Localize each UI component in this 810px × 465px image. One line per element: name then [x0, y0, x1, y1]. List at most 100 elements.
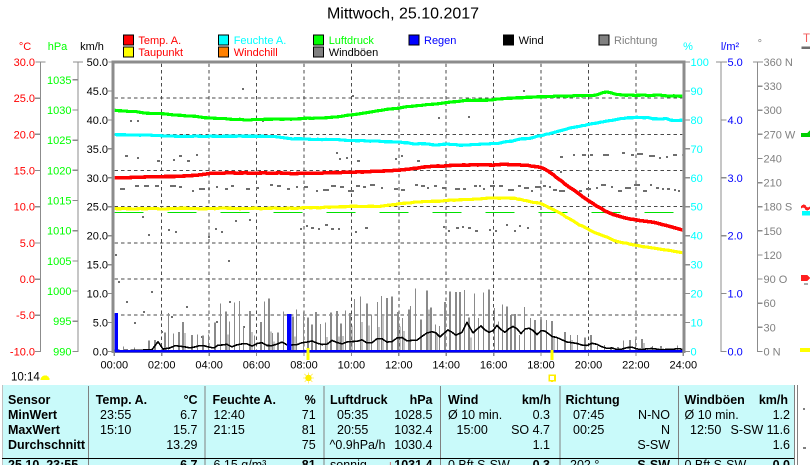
svg-text:04:00: 04:00 [195, 360, 223, 372]
svg-text:Luftdruck: Luftdruck [329, 35, 375, 47]
svg-text:150: 150 [764, 226, 782, 238]
svg-text:5.0: 5.0 [728, 57, 743, 69]
svg-text:-10.0: -10.0 [10, 346, 35, 358]
svg-text:sonnig: sonnig [330, 458, 367, 465]
svg-text:0: 0 [691, 346, 697, 358]
svg-text:35.0: 35.0 [87, 144, 108, 156]
svg-text:1.0: 1.0 [728, 289, 743, 301]
svg-text:16:00: 16:00 [480, 360, 508, 372]
svg-text:1030.4: 1030.4 [394, 438, 432, 452]
svg-text:50.0: 50.0 [87, 57, 108, 69]
svg-text:Mittwoch, 25.10.2017: Mittwoch, 25.10.2017 [327, 6, 479, 23]
svg-text:-5.0: -5.0 [16, 310, 35, 322]
svg-text:15.7: 15.7 [173, 423, 197, 437]
svg-text:15:10: 15:10 [100, 423, 131, 437]
svg-text:1035: 1035 [47, 75, 71, 87]
svg-text:0.0: 0.0 [728, 346, 743, 358]
svg-text:l/m²: l/m² [721, 41, 740, 53]
svg-text:Taupunkt: Taupunkt [138, 47, 183, 59]
svg-text:60: 60 [764, 298, 776, 310]
svg-text:hPa: hPa [410, 393, 434, 407]
svg-text:60: 60 [691, 173, 703, 185]
svg-text:1020: 1020 [47, 165, 71, 177]
svg-text:0 Bft S-SW: 0 Bft S-SW [448, 458, 510, 465]
svg-text:Wind: Wind [519, 35, 544, 47]
svg-text:1005: 1005 [47, 256, 71, 268]
svg-text:20.0: 20.0 [87, 231, 108, 243]
svg-text:10:00: 10:00 [338, 360, 366, 372]
svg-text:14:00: 14:00 [432, 360, 460, 372]
svg-text:1025: 1025 [47, 135, 71, 147]
svg-text:12:00: 12:00 [385, 360, 413, 372]
svg-text:Temp. A.: Temp. A. [96, 393, 147, 407]
svg-text:90 O: 90 O [764, 274, 788, 286]
svg-text:15.0: 15.0 [14, 166, 35, 178]
svg-text:25.0: 25.0 [14, 93, 35, 105]
svg-text:S-SW: S-SW [637, 458, 670, 465]
svg-text:S-SW: S-SW [637, 438, 670, 452]
svg-text:240: 240 [764, 154, 782, 166]
svg-text:1.6: 1.6 [773, 438, 790, 452]
svg-text:km/h: km/h [80, 41, 104, 53]
svg-text:18:00: 18:00 [527, 360, 555, 372]
svg-text:210: 210 [764, 178, 782, 190]
svg-text:0 N: 0 N [764, 346, 781, 358]
svg-text:10:14: 10:14 [11, 372, 40, 384]
svg-text:30.0: 30.0 [14, 57, 35, 69]
svg-text:45.0: 45.0 [87, 86, 108, 98]
svg-text:20:00: 20:00 [575, 360, 603, 372]
svg-text:10: 10 [691, 318, 703, 330]
svg-text:10.0: 10.0 [87, 289, 108, 301]
svg-text:Luftdruck: Luftdruck [330, 393, 388, 407]
svg-text:02:00: 02:00 [148, 360, 176, 372]
svg-text:N: N [661, 423, 670, 437]
svg-text:30: 30 [764, 322, 776, 334]
svg-text:°C: °C [183, 393, 197, 407]
svg-text:30: 30 [691, 260, 703, 272]
svg-text:Richtung: Richtung [614, 35, 657, 47]
svg-text:°C: °C [19, 41, 31, 53]
svg-text:MaxWert: MaxWert [8, 423, 61, 437]
svg-text:21:15: 21:15 [214, 423, 245, 437]
svg-text:25.10. 23:55: 25.10. 23:55 [8, 458, 78, 465]
svg-text:990: 990 [53, 346, 71, 358]
svg-text:Windböen: Windböen [685, 393, 745, 407]
svg-text:Windböen: Windböen [329, 47, 379, 59]
svg-text:Temp. A.: Temp. A. [138, 35, 181, 47]
svg-text:1032.4: 1032.4 [394, 423, 432, 437]
svg-text:81: 81 [302, 423, 316, 437]
svg-text:75: 75 [302, 438, 316, 452]
svg-text:6.15 g/m³: 6.15 g/m³ [214, 458, 267, 465]
svg-text:07:45: 07:45 [573, 408, 604, 422]
svg-text:Ø 10 min.: Ø 10 min. [685, 408, 739, 422]
svg-text:12:40: 12:40 [214, 408, 245, 422]
svg-text:15.0: 15.0 [87, 260, 108, 272]
svg-text:10.0: 10.0 [14, 202, 35, 214]
svg-text:202 °: 202 ° [570, 458, 599, 465]
svg-text:1030: 1030 [47, 105, 71, 117]
svg-text:0.0: 0.0 [93, 346, 108, 358]
svg-text:0.0: 0.0 [20, 274, 35, 286]
svg-text:24:00: 24:00 [670, 360, 698, 372]
svg-text:Feuchte A.: Feuchte A. [213, 393, 276, 407]
svg-text:22:00: 22:00 [622, 360, 650, 372]
svg-text:180 S: 180 S [764, 202, 793, 214]
svg-text:6.7: 6.7 [180, 458, 197, 465]
svg-text:N-NO: N-NO [638, 408, 670, 422]
svg-text:13.29: 13.29 [166, 438, 197, 452]
svg-text:T: T [803, 33, 810, 45]
svg-text:270 W: 270 W [764, 129, 796, 141]
svg-text:S-SW 11.6: S-SW 11.6 [730, 423, 790, 437]
svg-text:↓: ↓ [387, 458, 393, 465]
svg-text:Regen: Regen [424, 35, 456, 47]
svg-text:0 Bft S-SW: 0 Bft S-SW [685, 458, 747, 465]
svg-text:hPa: hPa [48, 41, 68, 53]
svg-text:6.7: 6.7 [180, 408, 197, 422]
svg-text:km/h: km/h [759, 393, 788, 407]
svg-text:40: 40 [691, 231, 703, 243]
svg-text:Ø 10 min.: Ø 10 min. [448, 408, 502, 422]
svg-text:5.0: 5.0 [93, 318, 108, 330]
svg-text:1000: 1000 [47, 286, 71, 298]
svg-text:%: % [305, 393, 316, 407]
svg-text:1028.5: 1028.5 [394, 408, 432, 422]
